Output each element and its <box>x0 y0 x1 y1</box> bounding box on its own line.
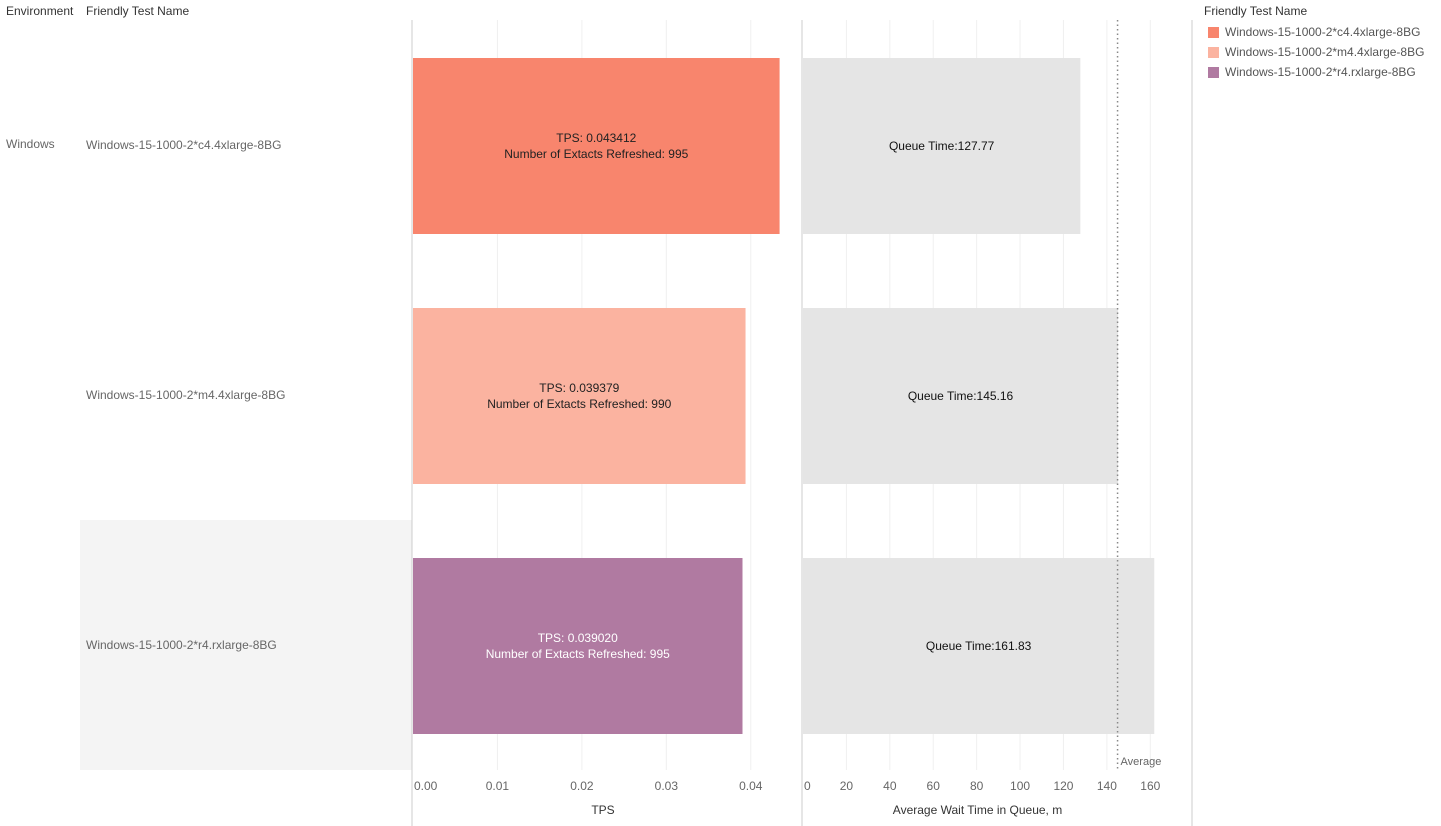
legend-swatch <box>1208 66 1219 78</box>
tick-label: 80 <box>970 779 984 793</box>
legend-item-m4[interactable]: Windows-15-1000-2*m4.4xlarge-8BG <box>1204 42 1424 62</box>
tick-label: 0 <box>804 779 811 793</box>
legend-title: Friendly Test Name <box>1204 4 1308 18</box>
legend-swatch <box>1208 46 1219 58</box>
bar-queue-1 <box>803 308 1119 484</box>
bar-tps-2 <box>413 558 743 734</box>
legend-item-r4[interactable]: Windows-15-1000-2*r4.rxlarge-8BG <box>1204 62 1424 82</box>
environment-label[interactable]: Windows <box>6 137 55 151</box>
bar-tps-0 <box>413 58 780 234</box>
bar-queue-0 <box>803 58 1081 234</box>
axis-title: TPS <box>591 803 614 817</box>
selected-row-highlight <box>80 520 412 770</box>
data-label: Queue Time:161.83 <box>926 639 1032 653</box>
tick-label: 60 <box>927 779 941 793</box>
data-label: TPS: 0.043412 <box>556 131 636 145</box>
row-label-r4[interactable]: Windows-15-1000-2*r4.rxlarge-8BG <box>86 638 277 652</box>
tick-label: 0.02 <box>570 779 594 793</box>
reference-line-label: Average <box>1121 756 1162 768</box>
legend-item-c4[interactable]: Windows-15-1000-2*c4.4xlarge-8BG <box>1204 22 1424 42</box>
bar-queue-2 <box>803 558 1155 734</box>
data-label: Queue Time:145.16 <box>908 389 1014 403</box>
data-label: Queue Time:127.77 <box>889 139 995 153</box>
tick-label: 0.00 <box>414 779 438 793</box>
data-label: Number of Extacts Refreshed: 990 <box>487 397 671 411</box>
data-label: TPS: 0.039379 <box>539 381 619 395</box>
tick-label: 160 <box>1140 779 1160 793</box>
tick-label: 0.04 <box>739 779 763 793</box>
bar-tps-1 <box>413 308 746 484</box>
legend-label: Windows-15-1000-2*m4.4xlarge-8BG <box>1225 45 1425 59</box>
data-label: Number of Extacts Refreshed: 995 <box>504 147 688 161</box>
tick-label: 20 <box>840 779 854 793</box>
row-label-m4[interactable]: Windows-15-1000-2*m4.4xlarge-8BG <box>86 388 286 402</box>
row-label-c4[interactable]: Windows-15-1000-2*c4.4xlarge-8BG <box>86 138 282 152</box>
tick-label: 0.03 <box>655 779 679 793</box>
legend-label: Windows-15-1000-2*r4.rxlarge-8BG <box>1225 65 1416 79</box>
tick-label: 100 <box>1010 779 1030 793</box>
tick-label: 140 <box>1097 779 1117 793</box>
axis-title: Average Wait Time in Queue, m <box>893 803 1062 817</box>
legend-swatch <box>1208 26 1219 38</box>
data-label: TPS: 0.039020 <box>538 631 618 645</box>
tick-label: 120 <box>1053 779 1073 793</box>
environment-header: Environment <box>6 4 74 18</box>
legend-label: Windows-15-1000-2*c4.4xlarge-8BG <box>1225 25 1421 39</box>
tick-label: 40 <box>883 779 897 793</box>
data-label: Number of Extacts Refreshed: 995 <box>486 647 670 661</box>
friendly-test-name-header[interactable]: Friendly Test Name <box>86 4 190 18</box>
legend: Friendly Test Name Windows-15-1000-2*c4.… <box>1204 4 1424 82</box>
tick-label: 0.01 <box>486 779 510 793</box>
